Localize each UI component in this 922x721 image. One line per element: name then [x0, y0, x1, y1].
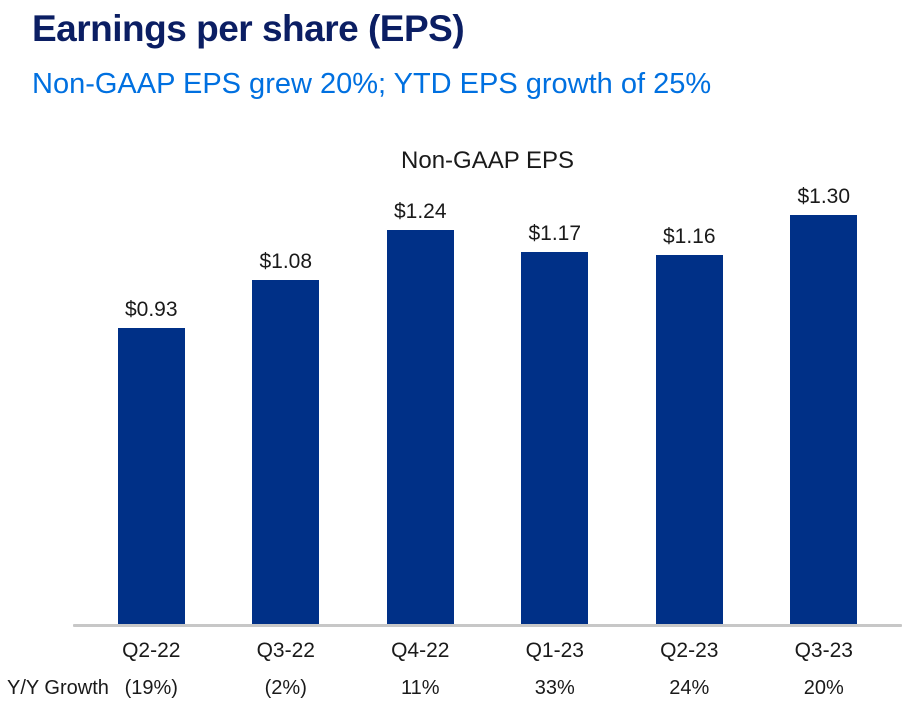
x-axis-label: Q2-23	[660, 639, 719, 662]
bar-column: $1.30	[757, 185, 892, 624]
bar-columns: $0.93 $1.08 $1.24 $1.17 $1.16 $1.30	[73, 185, 902, 627]
growth-value: 33%	[534, 677, 575, 699]
x-axis-label: Q2-22	[122, 639, 181, 662]
chart-title: Non-GAAP EPS	[401, 147, 574, 174]
x-axis-line	[73, 624, 902, 627]
bar-column: $1.16	[622, 185, 757, 624]
x-axis-label: Q3-23	[794, 639, 853, 662]
growth-value: 11%	[400, 677, 440, 699]
bar	[117, 328, 185, 624]
bar-column: $1.24	[353, 185, 488, 624]
x-axis-label: Q3-22	[256, 639, 315, 662]
growth-row-label: Y/Y Growth	[7, 677, 109, 699]
page-title: Earnings per share (EPS)	[32, 8, 465, 49]
bar-value-label: $1.16	[662, 225, 716, 248]
bar-column: $1.17	[488, 185, 623, 624]
bar-column: $0.93	[84, 185, 219, 624]
bar	[252, 280, 320, 624]
bar	[521, 252, 589, 624]
x-axis-label: Q4-22	[391, 639, 450, 662]
plot-area: $0.93 $1.08 $1.24 $1.17 $1.16 $1.30	[73, 185, 902, 627]
growth-value: (2%)	[264, 677, 307, 699]
growth-values: (19%) (2%) 11% 33% 24% 20%	[73, 677, 902, 700]
x-axis-label: Q1-23	[525, 639, 584, 662]
bar	[790, 215, 858, 624]
bar	[655, 255, 723, 624]
bar-value-label: $1.08	[259, 250, 313, 273]
growth-value: (19%)	[124, 677, 178, 699]
bar	[386, 230, 454, 624]
growth-value: 20%	[803, 677, 844, 699]
bar-value-label: $0.93	[124, 298, 178, 321]
page-subtitle: Non-GAAP EPS grew 20%; YTD EPS growth of…	[32, 68, 712, 100]
bar-value-label: $1.30	[797, 185, 851, 208]
bar-value-label: $1.17	[528, 222, 582, 245]
bar-value-label: $1.24	[393, 200, 447, 223]
bar-column: $1.08	[219, 185, 354, 624]
x-axis-labels: Q2-22 Q3-22 Q4-22 Q1-23 Q2-23 Q3-23	[73, 639, 902, 663]
growth-value: 24%	[669, 677, 710, 699]
